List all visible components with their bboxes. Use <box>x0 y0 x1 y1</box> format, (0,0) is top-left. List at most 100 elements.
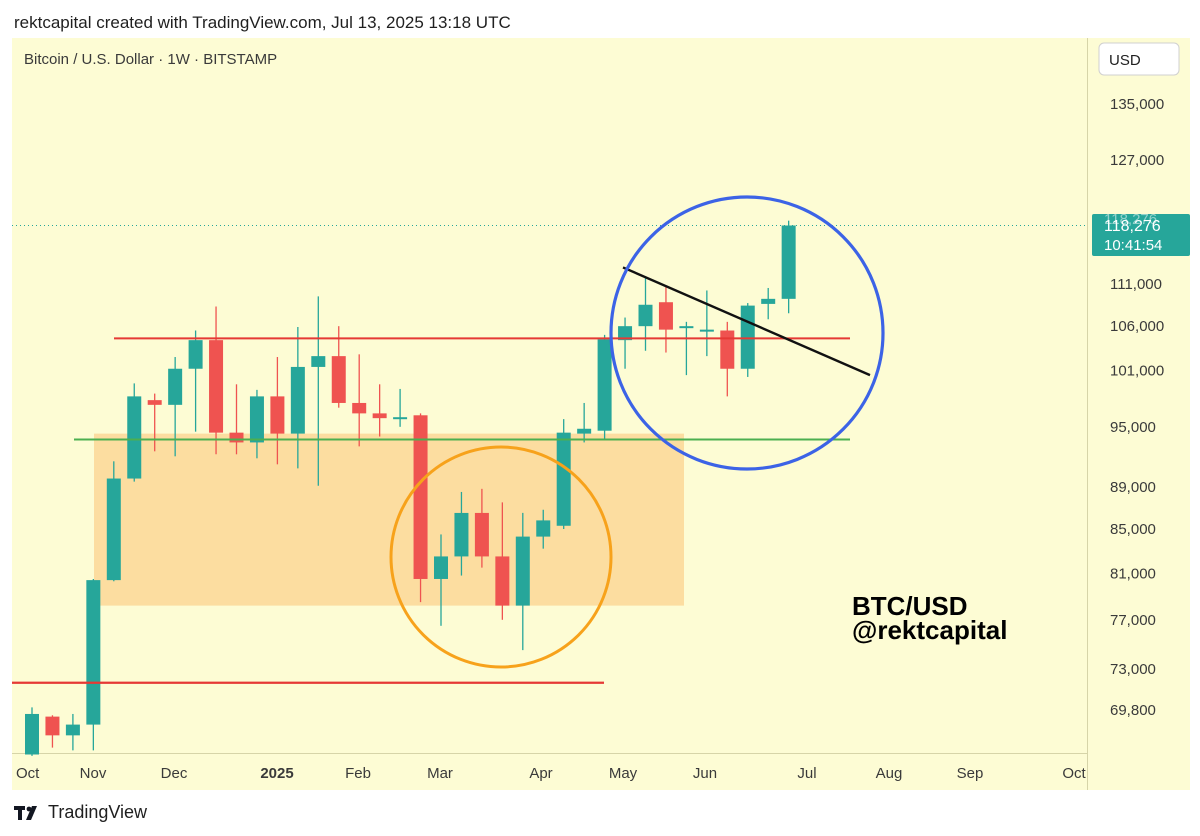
candle <box>147 393 162 452</box>
symbol-line: Bitcoin / U.S. Dollar · 1W · BITSTAMP <box>24 51 277 68</box>
candle <box>679 321 694 376</box>
candle <box>209 306 224 455</box>
x-tick-label: Apr <box>529 765 552 782</box>
chart-header: rektcapital created with TradingView.com… <box>14 13 511 32</box>
candle <box>536 509 551 549</box>
candle-body <box>188 340 203 369</box>
candle-body <box>454 512 469 557</box>
candles-layer <box>25 220 796 756</box>
y-tick-label: 81,000 <box>1110 565 1156 582</box>
candle-body <box>658 302 673 330</box>
candle <box>249 389 264 459</box>
zones-layer <box>12 224 1087 606</box>
candle <box>372 384 387 437</box>
y-tick-label: 95,000 <box>1110 419 1156 436</box>
y-tick-label: 73,000 <box>1110 661 1156 678</box>
y-tick-label: 111,000 <box>1110 276 1162 293</box>
candle <box>781 220 796 314</box>
x-tick-label: Jul <box>797 765 816 782</box>
candle <box>270 357 285 465</box>
currency-button[interactable]: USD <box>1098 42 1180 76</box>
candle-body <box>311 356 326 367</box>
footer-brand[interactable]: TradingView <box>48 802 148 822</box>
candle <box>188 330 203 432</box>
chart[interactable]: 135,000 127,000 111,000 106,000 101,000 95,00… <box>12 38 1190 790</box>
candle-body <box>618 326 633 341</box>
y-tick-label: 135,000 <box>1110 96 1164 113</box>
candle <box>761 287 776 320</box>
candle-body <box>352 402 367 414</box>
currency-button-label: USD <box>1109 52 1141 69</box>
y-tick-label: 69,800 <box>1110 702 1156 719</box>
candle-body <box>761 298 776 304</box>
blue-circle <box>609 195 885 471</box>
candle <box>45 715 60 748</box>
candle-body <box>638 304 653 327</box>
candle <box>434 534 448 626</box>
candle-body <box>597 339 612 431</box>
candle <box>740 303 755 377</box>
footer: TradingView <box>14 802 147 823</box>
y-tick-label: 127,000 <box>1110 152 1164 169</box>
candle <box>331 326 346 408</box>
y-tick-label: 106,000 <box>1110 318 1164 335</box>
x-tick-label: 2025 <box>260 765 293 782</box>
candle-body <box>495 556 510 606</box>
candle <box>658 286 673 353</box>
watermark-line2: @rektcapital <box>852 615 1007 645</box>
candle-body <box>45 716 60 736</box>
candle <box>699 290 714 357</box>
x-tick-label: Nov <box>80 765 107 782</box>
time-axis-background <box>12 753 1088 790</box>
x-tick-label: Sep <box>957 765 984 782</box>
candle <box>352 354 367 447</box>
last-price-label: 118,276 118,276 10:41:54 <box>1092 211 1190 256</box>
candle-body <box>474 512 489 557</box>
watermark: BTC/USD @rektcapital <box>852 591 1007 645</box>
candle <box>311 296 326 486</box>
candle-body <box>781 225 796 299</box>
candle <box>65 713 80 751</box>
candle <box>597 334 612 441</box>
candle-body <box>209 340 224 433</box>
candle-body <box>270 396 285 434</box>
overlays-layer <box>12 195 885 684</box>
candle-body <box>127 396 142 479</box>
candle <box>413 413 428 603</box>
time-axis[interactable]: Oct Nov Dec 2025 Feb Mar Apr May Jun Jul Aug Sep Oct <box>16 765 1086 782</box>
candle-body <box>372 413 387 419</box>
tradingview-logo-icon[interactable] <box>14 805 42 820</box>
candle <box>290 327 305 469</box>
candle-body <box>65 724 80 736</box>
x-tick-label: May <box>609 765 638 782</box>
candle-body <box>699 329 714 332</box>
chart-svg[interactable]: 135,000 127,000 111,000 106,000 101,000 95,00… <box>12 38 1190 790</box>
candle <box>495 502 510 620</box>
candle-body <box>249 396 264 443</box>
candle <box>577 402 592 443</box>
x-tick-label: Aug <box>876 765 903 782</box>
candle-body <box>229 432 244 443</box>
range-box <box>94 433 684 606</box>
price-axis-background <box>1088 38 1190 790</box>
x-tick-label: Mar <box>427 765 453 782</box>
candle <box>106 461 121 582</box>
trendline <box>622 266 871 377</box>
candle <box>556 419 571 530</box>
candle <box>618 317 633 369</box>
candle <box>454 491 469 576</box>
candle <box>515 512 530 651</box>
candle-body <box>393 417 408 420</box>
candle <box>127 383 142 482</box>
candle-body <box>86 580 101 725</box>
y-tick-label: 85,000 <box>1110 521 1156 538</box>
price-axis[interactable]: 135,000 127,000 111,000 106,000 101,000 95,00… <box>1110 96 1164 719</box>
candle-body <box>25 713 39 755</box>
candle-body <box>740 305 755 369</box>
candle-body <box>577 428 592 434</box>
last-price-value: 118,276 <box>1104 218 1161 235</box>
candle-body <box>679 326 694 329</box>
candle-body <box>106 478 121 581</box>
candle <box>474 488 489 568</box>
candle-body <box>147 400 162 405</box>
